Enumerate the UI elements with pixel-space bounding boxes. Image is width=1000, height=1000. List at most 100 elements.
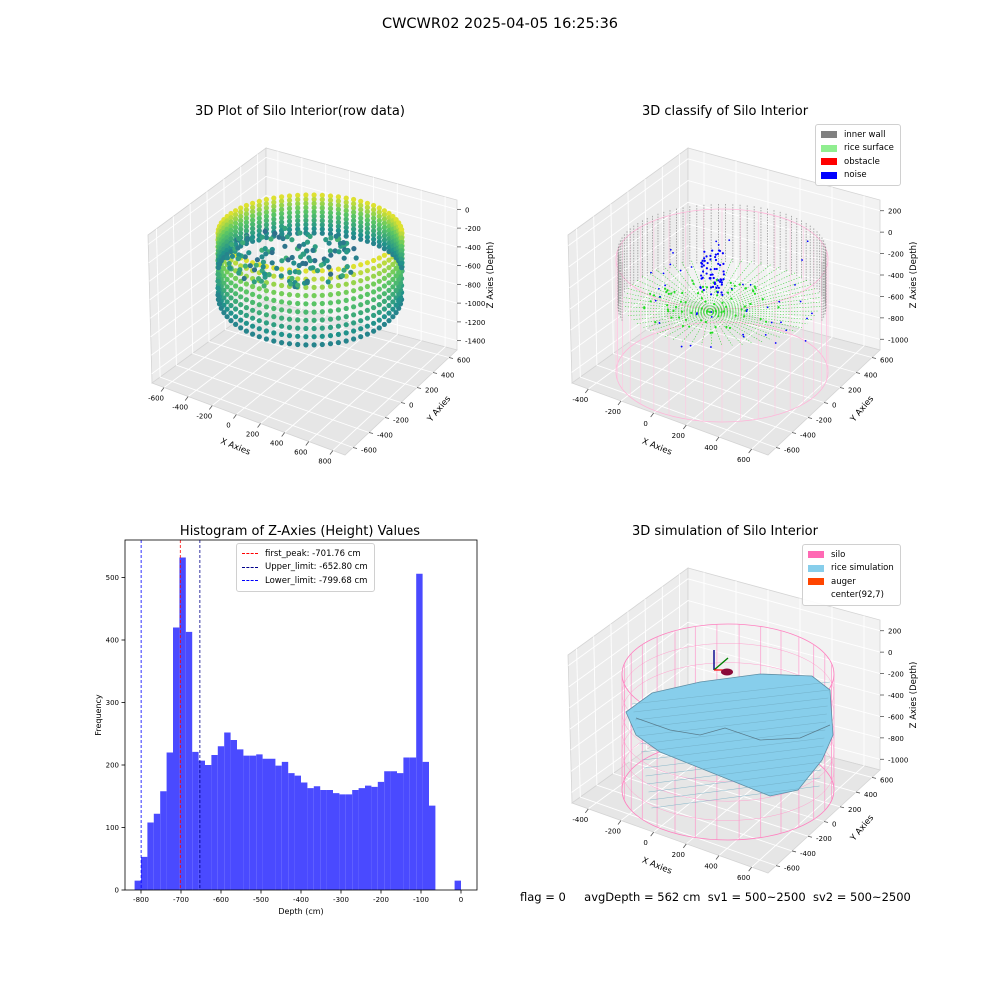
noise-point — [716, 285, 719, 287]
raw-point — [287, 269, 293, 275]
plot1-x-tick-label: 800 — [318, 458, 331, 466]
raw-point — [311, 213, 317, 219]
raw-point — [327, 324, 334, 330]
plot4-y-tick — [839, 806, 845, 809]
raw-point — [242, 254, 248, 260]
raw-point — [271, 297, 277, 303]
raw-point — [371, 281, 377, 287]
raw-point — [381, 291, 387, 297]
plot2-grid-z — [570, 245, 881, 331]
plot2-y-tick-label: 200 — [848, 387, 861, 395]
raw-point — [238, 302, 244, 308]
rice-point — [701, 259, 711, 313]
plot4-x-label: X Axies — [640, 856, 673, 877]
raw-point — [249, 236, 255, 242]
raw-point — [266, 272, 272, 278]
raw-point — [371, 273, 377, 279]
raw-point — [233, 216, 239, 222]
raw-point — [335, 315, 341, 321]
raw-point — [358, 278, 364, 284]
raw-point — [233, 321, 239, 327]
raw-point — [386, 280, 392, 286]
histogram-bar — [275, 765, 282, 891]
raw-point — [341, 255, 347, 261]
raw-point — [295, 218, 301, 224]
noise-point — [711, 249, 714, 252]
noise-point — [654, 299, 657, 302]
raw-point — [256, 202, 262, 209]
noise-point — [702, 264, 705, 267]
legend-item-obstacle: obstacle — [821, 155, 894, 169]
legend-label: auger — [831, 576, 856, 587]
raw-point — [303, 209, 309, 215]
noise-point — [701, 259, 704, 262]
raw-point — [303, 268, 309, 274]
raw-point — [243, 224, 249, 230]
raw-point — [279, 194, 285, 200]
raw-point — [279, 211, 285, 217]
raw-point — [358, 318, 364, 324]
raw-point — [364, 307, 370, 313]
noise-point — [721, 252, 724, 255]
raw-point — [386, 215, 392, 221]
raw-point — [271, 289, 277, 295]
noise-point — [705, 272, 708, 275]
histogram-bar — [230, 740, 237, 890]
raw-point — [319, 317, 325, 323]
legend-item-first-peak: first_peak: -701.76 cm — [242, 547, 368, 561]
raw-point — [341, 267, 347, 273]
plot1-y-tick — [448, 357, 454, 359]
raw-point — [256, 334, 262, 340]
raw-point — [303, 217, 309, 223]
raw-point — [351, 226, 357, 232]
plot2-y-tick — [839, 387, 845, 389]
plot1-x-tick-label: -400 — [172, 404, 188, 412]
raw-point — [364, 283, 370, 290]
raw-point — [243, 297, 249, 303]
noise-point — [672, 251, 674, 254]
raw-point — [376, 294, 382, 300]
raw-point — [271, 208, 277, 214]
rice-point — [631, 311, 711, 321]
raw-point — [390, 213, 396, 220]
raw-point — [215, 296, 221, 303]
raw-point — [381, 220, 387, 226]
raw-point — [311, 317, 317, 323]
rice-point — [691, 311, 711, 344]
rice-point — [673, 290, 676, 293]
plot2-grid-z — [568, 158, 881, 246]
raw-point — [390, 314, 396, 320]
legend-item-inner-wall: inner wall — [821, 128, 894, 142]
rice-point — [623, 297, 711, 313]
raw-point — [381, 246, 387, 252]
raw-point — [304, 280, 310, 286]
raw-point — [393, 280, 399, 286]
noise-point — [714, 253, 717, 256]
rice-point — [670, 316, 673, 319]
raw-point — [335, 323, 341, 329]
noise-point — [657, 287, 660, 290]
plot4-x-tick-label: 400 — [704, 863, 717, 871]
raw-point — [236, 235, 242, 242]
raw-point — [358, 219, 364, 225]
plot2-y-tick-label: 400 — [864, 372, 877, 380]
plot2-y-tick — [855, 372, 861, 374]
rice-point — [684, 318, 688, 321]
status-line: flag = 0 avgDepth = 562 cm sv1 = 500~250… — [520, 890, 911, 904]
noise-point — [722, 262, 725, 265]
plot4-y-tick-label: 200 — [848, 806, 861, 814]
rice-point — [738, 283, 741, 286]
raw-point — [253, 262, 259, 268]
rice-mesh — [645, 753, 823, 777]
rice-point — [690, 311, 693, 314]
raw-point — [238, 226, 244, 232]
rice-point — [667, 292, 670, 295]
histogram-bar — [179, 557, 186, 890]
plot1-y-label: Y Axies — [425, 394, 453, 425]
raw-point — [358, 262, 364, 268]
raw-point — [224, 284, 230, 290]
raw-point — [390, 276, 396, 282]
plot2-x-tick-label: -200 — [605, 408, 621, 416]
rice-point — [652, 294, 656, 297]
plot1-z-tick-label: -400 — [465, 244, 481, 252]
